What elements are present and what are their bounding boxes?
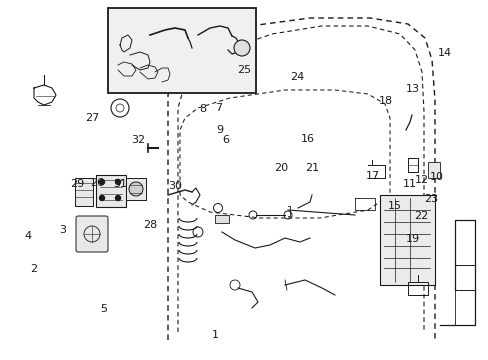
Text: 13: 13 — [406, 84, 419, 94]
Text: 3: 3 — [59, 225, 66, 235]
Text: 10: 10 — [429, 172, 443, 182]
Text: 16: 16 — [301, 134, 314, 144]
Text: 29: 29 — [70, 179, 84, 189]
Bar — [126, 178, 146, 200]
Text: 27: 27 — [84, 113, 99, 123]
Bar — [96, 175, 126, 207]
Circle shape — [99, 195, 104, 201]
Text: 2: 2 — [30, 264, 37, 274]
Text: 15: 15 — [387, 201, 401, 211]
Text: 1: 1 — [211, 330, 218, 340]
Text: 23: 23 — [424, 194, 437, 204]
Text: 17: 17 — [365, 171, 379, 181]
Text: 31: 31 — [113, 179, 126, 189]
Text: 8: 8 — [199, 104, 206, 114]
Text: 18: 18 — [379, 96, 392, 106]
Circle shape — [234, 40, 249, 56]
Text: 4: 4 — [25, 231, 32, 241]
Text: 25: 25 — [237, 65, 251, 75]
Text: 9: 9 — [216, 125, 223, 135]
Text: 32: 32 — [131, 135, 144, 145]
Text: 28: 28 — [143, 220, 158, 230]
Text: 20: 20 — [274, 163, 287, 174]
Bar — [75, 178, 93, 206]
Bar — [379, 195, 434, 285]
Text: 11: 11 — [402, 179, 416, 189]
Bar — [427, 162, 439, 178]
Circle shape — [115, 195, 120, 201]
Text: 24: 24 — [289, 72, 304, 82]
Text: 19: 19 — [406, 234, 419, 244]
Text: 12: 12 — [414, 175, 427, 185]
Circle shape — [129, 182, 142, 196]
Text: 7: 7 — [215, 103, 222, 113]
Bar — [108, 8, 256, 93]
Text: 5: 5 — [101, 304, 107, 314]
Bar — [215, 215, 228, 223]
Text: 14: 14 — [437, 48, 451, 58]
Text: 22: 22 — [413, 211, 428, 221]
Text: 6: 6 — [222, 135, 229, 145]
FancyBboxPatch shape — [76, 216, 108, 252]
Text: 21: 21 — [305, 163, 318, 174]
Text: 26: 26 — [90, 178, 103, 188]
Circle shape — [115, 180, 120, 185]
Circle shape — [99, 180, 104, 185]
Text: 30: 30 — [168, 181, 182, 192]
